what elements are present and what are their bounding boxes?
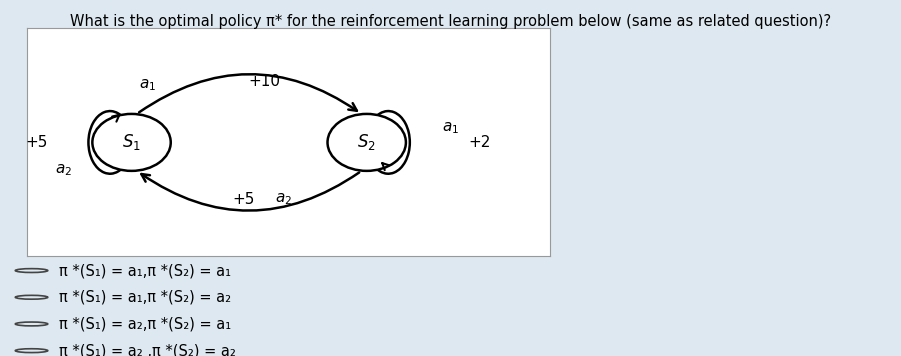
Text: +5: +5 xyxy=(25,135,48,150)
Text: +2: +2 xyxy=(469,135,491,150)
Text: $S_1$: $S_1$ xyxy=(122,132,141,152)
Text: $a_1$: $a_1$ xyxy=(441,120,459,136)
Text: What is the optimal policy π* for the reinforcement learning problem below (same: What is the optimal policy π* for the re… xyxy=(70,14,831,29)
Circle shape xyxy=(328,114,406,171)
Text: π *(S₁) = a₁,π *(S₂) = a₂: π *(S₁) = a₁,π *(S₂) = a₂ xyxy=(59,290,231,305)
Text: π *(S₁) = a₂ ,π *(S₂) = a₂: π *(S₁) = a₂ ,π *(S₂) = a₂ xyxy=(59,343,235,356)
Text: $S_2$: $S_2$ xyxy=(358,132,376,152)
Text: π *(S₁) = a₂,π *(S₂) = a₁: π *(S₁) = a₂,π *(S₂) = a₁ xyxy=(59,316,231,331)
Text: +5: +5 xyxy=(232,192,255,207)
Text: $a_1$: $a_1$ xyxy=(139,77,156,93)
Text: $a_2$: $a_2$ xyxy=(275,192,292,208)
Circle shape xyxy=(93,114,171,171)
Text: π *(S₁) = a₁,π *(S₂) = a₁: π *(S₁) = a₁,π *(S₂) = a₁ xyxy=(59,263,231,278)
Text: +10: +10 xyxy=(249,74,281,89)
Text: $a_2$: $a_2$ xyxy=(55,162,72,178)
